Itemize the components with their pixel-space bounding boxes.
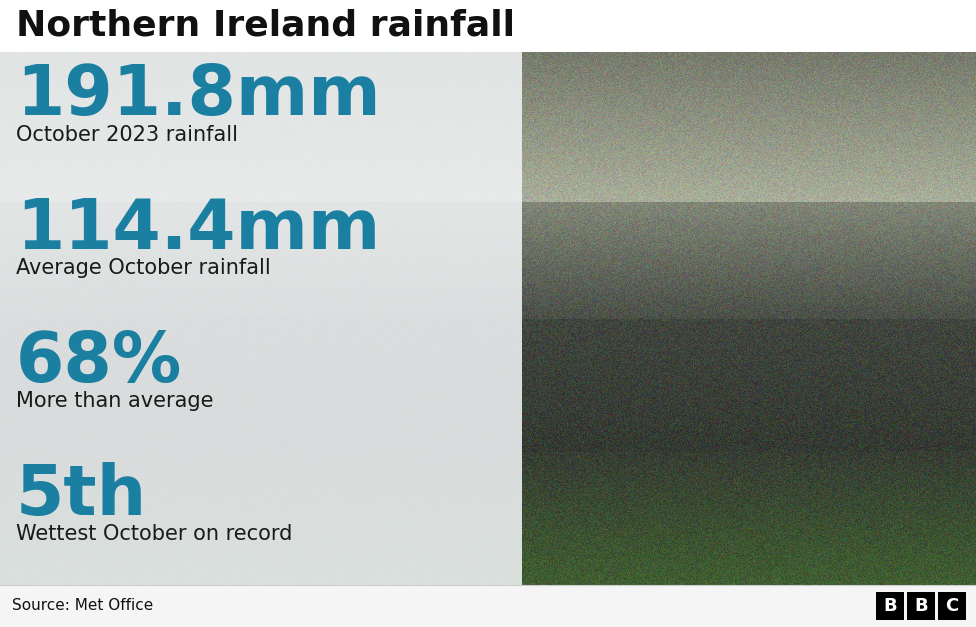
Text: 191.8mm: 191.8mm [16, 63, 381, 129]
Bar [0, 0, 976, 52]
Text: Northern Ireland rainfall: Northern Ireland rainfall [16, 9, 515, 43]
Text: Wettest October on record: Wettest October on record [16, 524, 293, 544]
Bar [876, 592, 904, 620]
Bar [0, 52, 522, 585]
Text: More than average: More than average [16, 391, 214, 411]
Text: October 2023 rainfall: October 2023 rainfall [16, 125, 238, 145]
Text: 5th: 5th [16, 462, 147, 529]
Bar [907, 592, 935, 620]
Text: Average October rainfall: Average October rainfall [16, 258, 270, 278]
Bar [938, 592, 966, 620]
Text: 68%: 68% [16, 329, 183, 396]
Bar [0, 585, 976, 627]
Text: 114.4mm: 114.4mm [16, 196, 381, 263]
Text: Source: Met Office: Source: Met Office [12, 599, 153, 613]
Text: B: B [915, 597, 928, 615]
Text: C: C [946, 597, 958, 615]
Text: B: B [883, 597, 897, 615]
